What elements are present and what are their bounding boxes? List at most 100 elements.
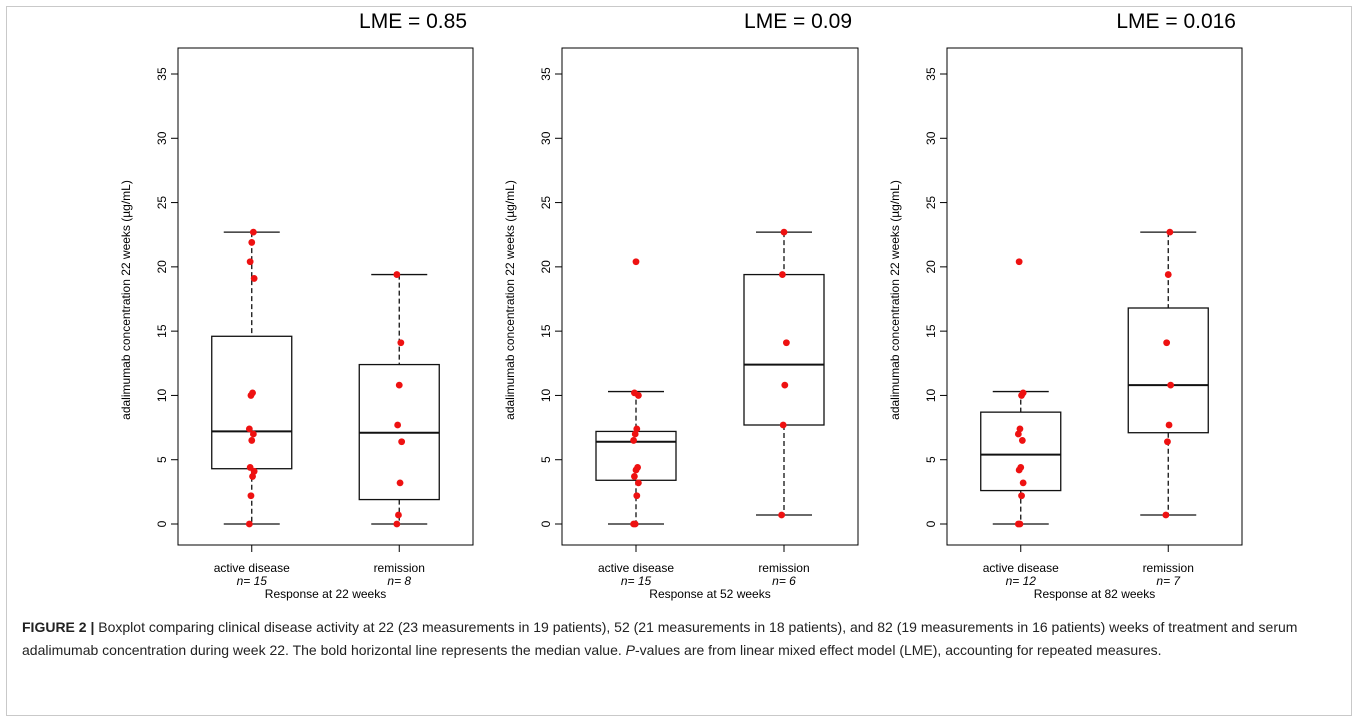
count-label: n= 7 [1156, 574, 1181, 588]
x-axis-label: Response at 82 weeks [1034, 587, 1155, 601]
data-point [779, 271, 786, 278]
data-point [633, 492, 641, 500]
data-point [631, 430, 639, 438]
iqr-box [1127, 307, 1209, 434]
y-tick-label: 15 [924, 324, 938, 338]
data-point [779, 421, 787, 429]
data-point [249, 430, 257, 438]
data-point [1018, 437, 1026, 444]
data-point [1164, 438, 1171, 446]
y-axis-label: adalimumab concentration 22 weeks (µg/mL… [888, 180, 902, 420]
data-point [780, 228, 788, 236]
y-tick-label: 10 [924, 388, 938, 402]
y-axis-label: adalimumab concentration 22 weeks (µg/mL… [503, 180, 517, 420]
y-tick-label: 30 [924, 131, 938, 145]
data-point [632, 258, 640, 266]
data-point [1015, 258, 1023, 266]
data-point [393, 520, 401, 528]
figure-frame [6, 6, 1352, 716]
category-label: active disease [598, 561, 674, 575]
y-tick-label: 35 [155, 67, 169, 81]
count-label: n= 15 [237, 574, 268, 588]
data-point [249, 228, 257, 236]
x-axis-label: Response at 52 weeks [649, 587, 770, 601]
y-tick-label: 35 [539, 67, 553, 81]
iqr-box [980, 411, 1062, 492]
data-point [1167, 381, 1175, 389]
data-point [1014, 430, 1022, 438]
data-point [250, 275, 258, 282]
data-point [634, 464, 641, 471]
data-point [630, 437, 637, 444]
data-point [1162, 511, 1170, 519]
category-label: active disease [983, 561, 1059, 575]
y-tick-label: 5 [924, 456, 938, 463]
y-tick-label: 10 [155, 388, 169, 402]
plot-frame [561, 47, 859, 546]
y-tick-label: 30 [539, 131, 553, 145]
data-point [397, 339, 405, 347]
caption-lead: FIGURE 2 | [22, 619, 95, 635]
data-point [395, 511, 402, 519]
data-point [1018, 492, 1025, 500]
count-label: n= 15 [621, 574, 652, 588]
caption-italic: P [625, 642, 636, 658]
panel-title: LME = 0.016 [1116, 10, 1236, 33]
caption-tail: -values are from linear mixed effect mod… [635, 642, 1162, 658]
data-point [1019, 389, 1027, 397]
y-tick-label: 5 [155, 456, 169, 463]
data-point [631, 389, 638, 397]
iqr-box [743, 273, 825, 426]
y-axis-label: adalimumab concentration 22 weeks (µg/mL… [119, 180, 133, 420]
data-point [633, 425, 641, 433]
plot-frame [177, 47, 474, 546]
data-point [778, 511, 785, 519]
data-point [395, 381, 403, 389]
data-point [635, 479, 642, 487]
figure-caption: FIGURE 2 | Boxplot comparing clinical di… [22, 616, 1342, 662]
y-tick-label: 15 [539, 324, 553, 338]
y-tick-label: 0 [539, 520, 553, 527]
category-label: remission [374, 561, 425, 575]
y-tick-label: 20 [155, 260, 169, 274]
data-point [1163, 339, 1171, 347]
x-axis-label: Response at 22 weeks [265, 587, 386, 601]
count-label: n= 12 [1006, 574, 1037, 588]
data-point [246, 258, 254, 266]
category-label: remission [758, 561, 809, 575]
y-tick-label: 20 [924, 260, 938, 274]
y-tick-label: 25 [539, 196, 553, 210]
data-point [398, 438, 406, 446]
category-label: active disease [214, 561, 290, 575]
y-tick-label: 25 [924, 196, 938, 210]
data-point [1019, 479, 1027, 487]
boxplot-figure: LME = 0.85 0 5 10 15 20 25 30 35 adalimumab conce… [119, 10, 1243, 601]
data-point [631, 473, 638, 480]
data-point [1016, 425, 1024, 433]
y-tick-label: 15 [155, 324, 169, 338]
panel-title: LME = 0.09 [744, 10, 852, 33]
iqr-box [211, 335, 293, 470]
data-point [1164, 271, 1172, 278]
data-point [1165, 421, 1173, 429]
data-point [783, 339, 790, 347]
plot-frame [946, 47, 1243, 546]
y-tick-label: 20 [539, 260, 553, 274]
y-tick-label: 5 [539, 456, 553, 463]
data-point [396, 479, 404, 487]
data-point [246, 464, 254, 471]
data-point [1016, 520, 1024, 528]
count-label: n= 6 [772, 574, 796, 588]
y-tick-label: 35 [924, 67, 938, 81]
data-point [781, 381, 789, 389]
caption-text: Boxplot comparing clinical disease activ… [22, 619, 1298, 658]
count-label: n= 8 [387, 574, 411, 588]
data-point [245, 425, 253, 433]
data-point [249, 389, 256, 397]
data-point [247, 492, 255, 500]
data-point [1166, 228, 1174, 236]
y-tick-label: 0 [924, 520, 938, 527]
y-tick-label: 25 [155, 196, 169, 210]
data-point [393, 271, 401, 278]
data-point [394, 421, 402, 429]
